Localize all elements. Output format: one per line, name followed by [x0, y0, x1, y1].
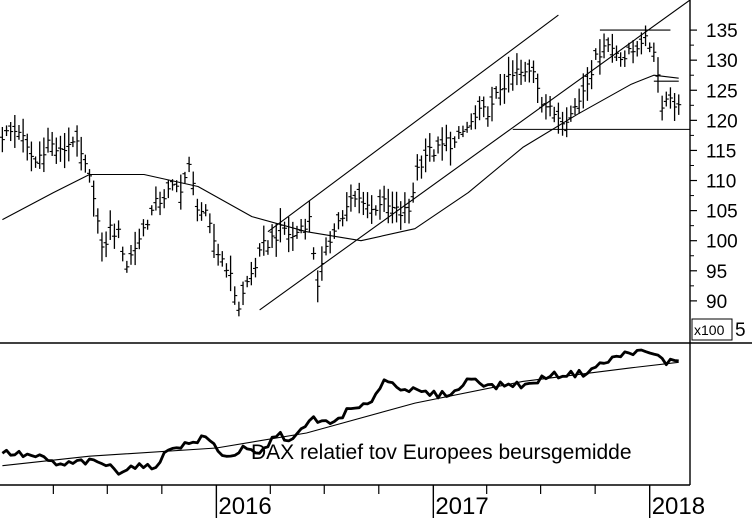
price-tick-label: 105 — [706, 202, 738, 223]
price-tick-label: 135 — [706, 21, 738, 42]
year-label: 2018 — [652, 493, 705, 518]
multiplier-label: x100 — [694, 322, 725, 338]
partial-tick-label: 5 — [735, 320, 746, 341]
price-axis: 90 95 100 105 110 115 120 125 130 135 — [690, 21, 738, 313]
year-label: 2016 — [218, 493, 271, 518]
trendline-lower-channel — [259, 0, 691, 311]
price-tick-label: 130 — [706, 51, 738, 72]
multiplier-box: x100 5 — [691, 318, 746, 341]
price-tick-label: 110 — [706, 172, 736, 193]
relative-strength-panel — [1, 348, 679, 476]
time-axis: 2016 2017 2018 — [52, 485, 705, 518]
relative-strength-average — [2, 361, 679, 467]
price-tick-label: 90 — [706, 292, 727, 313]
price-panel — [0, 0, 691, 317]
price-tick-label: 95 — [706, 262, 727, 283]
trendline-upper-channel — [267, 14, 559, 233]
price-tick-label: 100 — [706, 232, 738, 253]
price-tick-label: 120 — [706, 111, 738, 132]
price-tick-label: 115 — [706, 141, 736, 162]
price-moving-average — [2, 74, 679, 242]
multiplier-frame — [691, 318, 733, 341]
year-label: 2017 — [435, 493, 488, 518]
price-tick-label: 125 — [706, 81, 738, 102]
relative-strength-annotation: DAX relatief tov Europees beursgemidde — [251, 441, 632, 464]
